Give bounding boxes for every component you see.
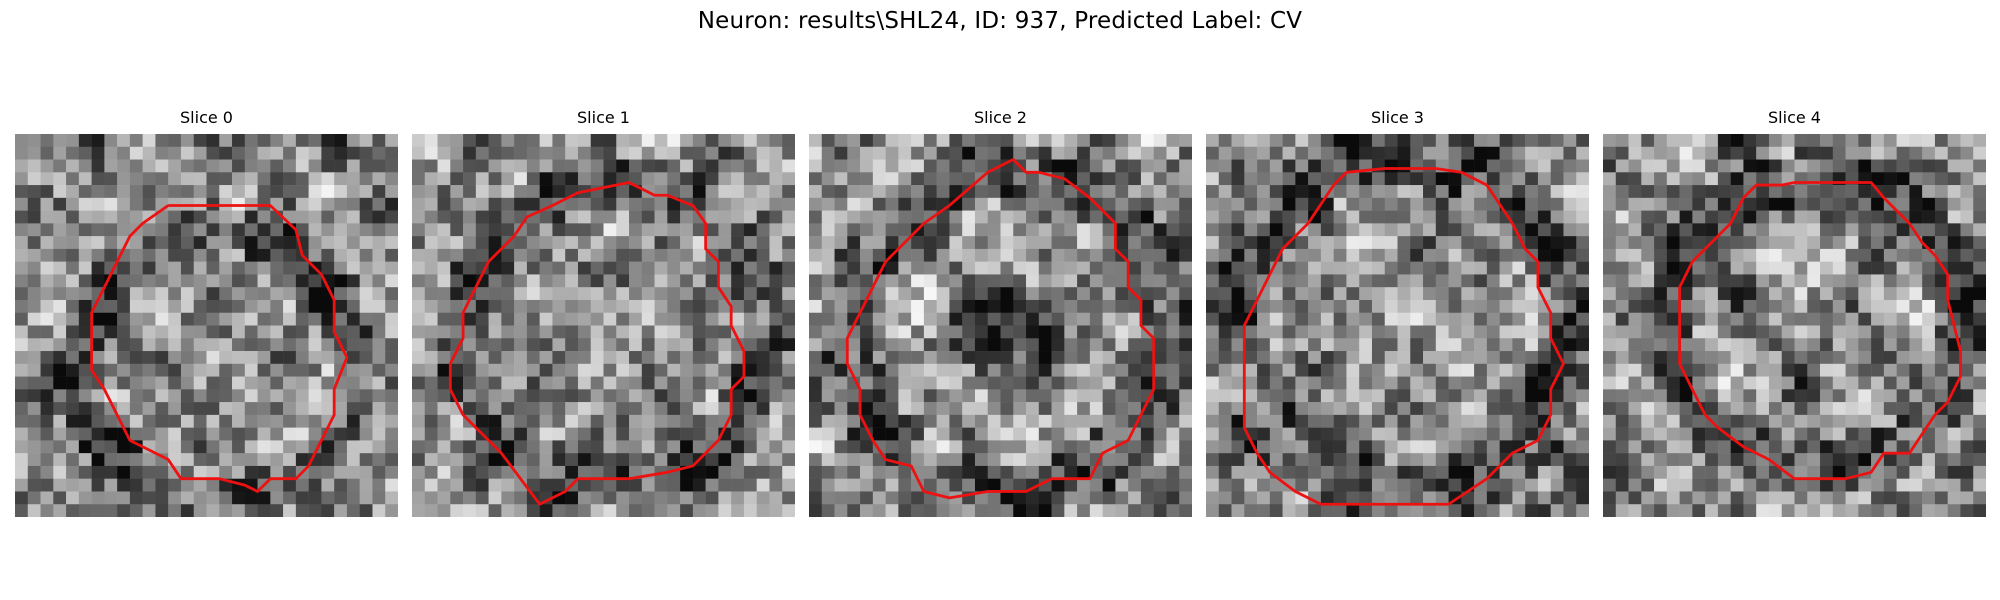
slice-image: [1603, 134, 1986, 517]
slice-image: [15, 134, 398, 517]
slice-pixels: [412, 134, 795, 517]
slice-pixels: [15, 134, 398, 517]
segmentation-contour: [1242, 167, 1565, 506]
segmentation-contour: [845, 158, 1156, 500]
slice-title: Slice 4: [1768, 108, 1821, 127]
slice-image: [809, 134, 1192, 517]
slice-title: Slice 3: [1371, 108, 1424, 127]
slice-image: [1206, 134, 1589, 517]
figure-title: Neuron: results\SHL24, ID: 937, Predicte…: [697, 8, 1303, 34]
slice-pixels: [1603, 134, 1986, 517]
segmentation-contour: [448, 181, 746, 506]
slice-pixels: [809, 134, 1192, 517]
segmentation-contour: [90, 204, 349, 493]
slice-title: Slice 0: [180, 108, 233, 127]
slice-pixels: [1206, 134, 1589, 517]
slice-title: Slice 2: [974, 108, 1027, 127]
segmentation-contour: [1678, 181, 1962, 481]
slice-title: Slice 1: [577, 108, 630, 127]
slice-image: [412, 134, 795, 517]
